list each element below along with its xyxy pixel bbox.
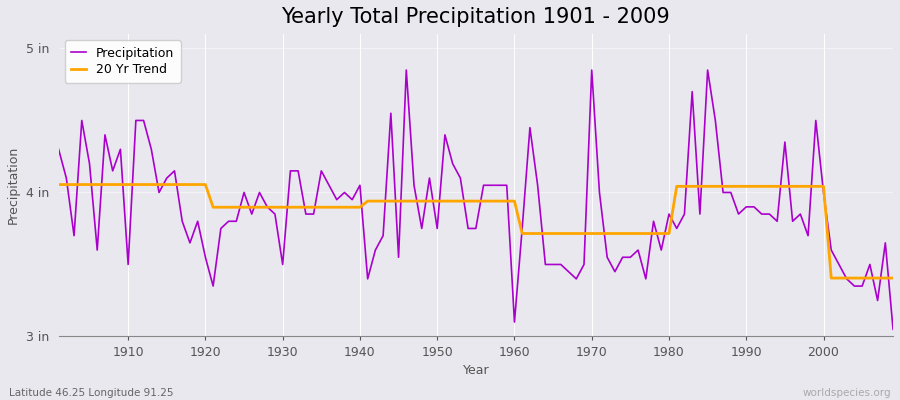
Precipitation [609,269,620,274]
Text: Latitude 46.25 Longitude 91.25: Latitude 46.25 Longitude 91.25 [9,388,174,398]
20 Yr Trend [826,276,837,280]
20 Yr Trend [887,276,898,280]
20 Yr Trend [363,199,374,204]
20 Yr Trend [355,205,365,210]
Legend: Precipitation, 20 Yr Trend: Precipitation, 20 Yr Trend [65,40,181,82]
20 Yr Trend [671,184,682,189]
Precipitation [331,197,342,202]
Precipitation [115,147,126,152]
X-axis label: Year: Year [463,364,489,377]
Line: 20 Yr Trend: 20 Yr Trend [58,184,893,278]
Precipitation [400,68,411,72]
20 Yr Trend [663,231,674,236]
Title: Yearly Total Precipitation 1901 - 2009: Yearly Total Precipitation 1901 - 2009 [282,7,670,27]
20 Yr Trend [208,205,219,210]
Line: Precipitation: Precipitation [58,70,893,329]
20 Yr Trend [200,182,211,187]
Precipitation [887,327,898,332]
Text: worldspecies.org: worldspecies.org [803,388,891,398]
20 Yr Trend [818,184,829,189]
Precipitation [517,226,527,231]
Precipitation [53,147,64,152]
Precipitation [509,320,520,324]
Y-axis label: Precipitation: Precipitation [7,146,20,224]
20 Yr Trend [509,199,520,204]
20 Yr Trend [517,231,527,236]
Precipitation [285,168,296,173]
20 Yr Trend [53,182,64,187]
